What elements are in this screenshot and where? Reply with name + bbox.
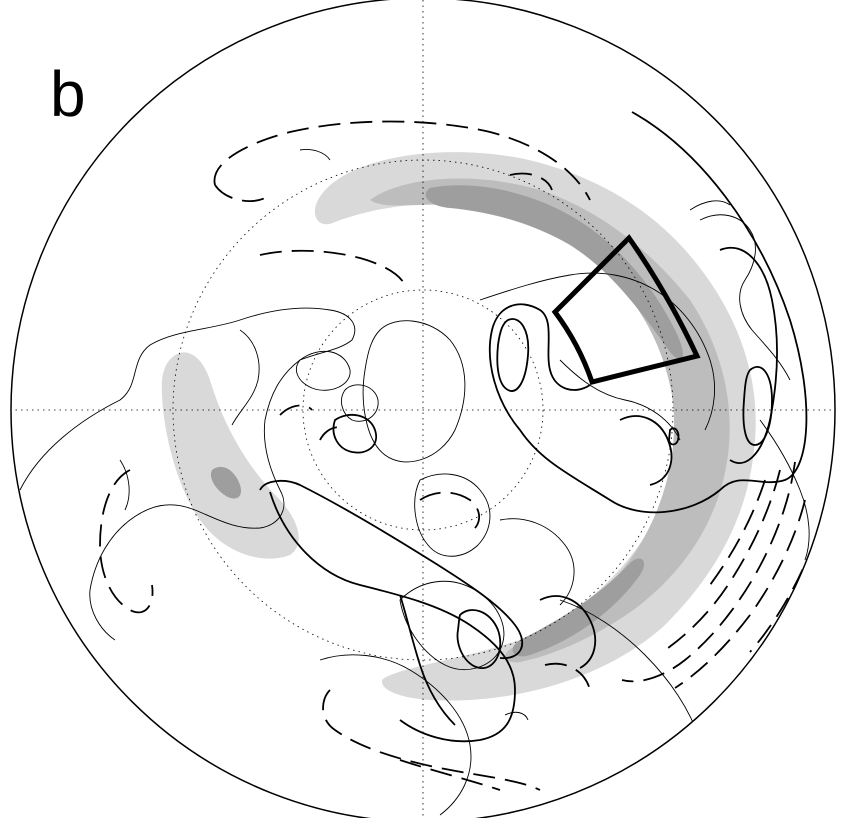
- shade-band-dark: [425, 185, 683, 360]
- shade-band-pacific-dark: [210, 466, 242, 499]
- solid-contours: [259, 111, 808, 743]
- region-box: [551, 234, 701, 385]
- map-boundary: [10, 0, 836, 818]
- graticule: [11, 0, 835, 818]
- shade-band-pacific-light: [161, 352, 299, 559]
- coastlines: [19, 149, 810, 816]
- panel-label: b: [50, 58, 86, 130]
